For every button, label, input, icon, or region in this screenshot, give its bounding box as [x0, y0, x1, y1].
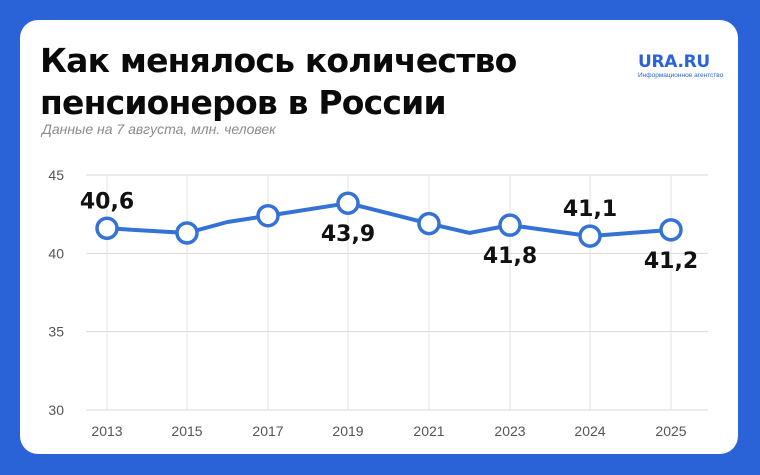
data-label: 41,8 — [483, 244, 537, 269]
data-point — [336, 191, 360, 215]
data-label: 43,9 — [321, 222, 375, 247]
data-point — [578, 224, 602, 248]
series-line — [105, 201, 673, 239]
data-label: 40,6 — [80, 189, 134, 214]
data-label: 41,2 — [644, 249, 698, 274]
data-point — [498, 213, 522, 237]
y-tick-label: 45 — [48, 167, 64, 183]
x-tick-label: 2024 — [574, 423, 605, 439]
data-point — [95, 216, 119, 241]
data-point — [175, 221, 199, 245]
logo-text: URA.RU — [638, 52, 710, 72]
data-point — [417, 211, 441, 236]
line-chart: 30 35 40 45 2013 2015 2017 2019 2021 2023 2024 2025… — [48, 167, 708, 439]
data-point — [659, 218, 683, 242]
x-tick-label: 2021 — [413, 423, 444, 439]
x-tick-label: 2017 — [252, 423, 283, 439]
x-tick-label: 2025 — [655, 423, 686, 439]
data-point — [256, 203, 280, 228]
x-tick-label: 2023 — [494, 423, 525, 439]
chart-card: Как менялось количество пенсионеров в Ро… — [20, 20, 738, 454]
y-tick-label: 35 — [48, 324, 64, 340]
x-tick-label: 2013 — [91, 423, 122, 439]
chart-title: Как менялось количество пенсионеров в Ро… — [40, 41, 517, 122]
chart-subtitle: Данные на 7 августа, млн. человек — [42, 121, 276, 137]
x-tick-label: 2015 — [171, 423, 202, 439]
y-tick-label: 40 — [48, 245, 64, 261]
ura-logo: URA.RU Информационное агентство — [638, 52, 724, 79]
logo-tagline: Информационное агентство — [638, 72, 724, 79]
x-tick-label: 2019 — [332, 423, 363, 439]
data-label: 41,1 — [563, 197, 617, 222]
y-tick-label: 30 — [48, 402, 64, 418]
